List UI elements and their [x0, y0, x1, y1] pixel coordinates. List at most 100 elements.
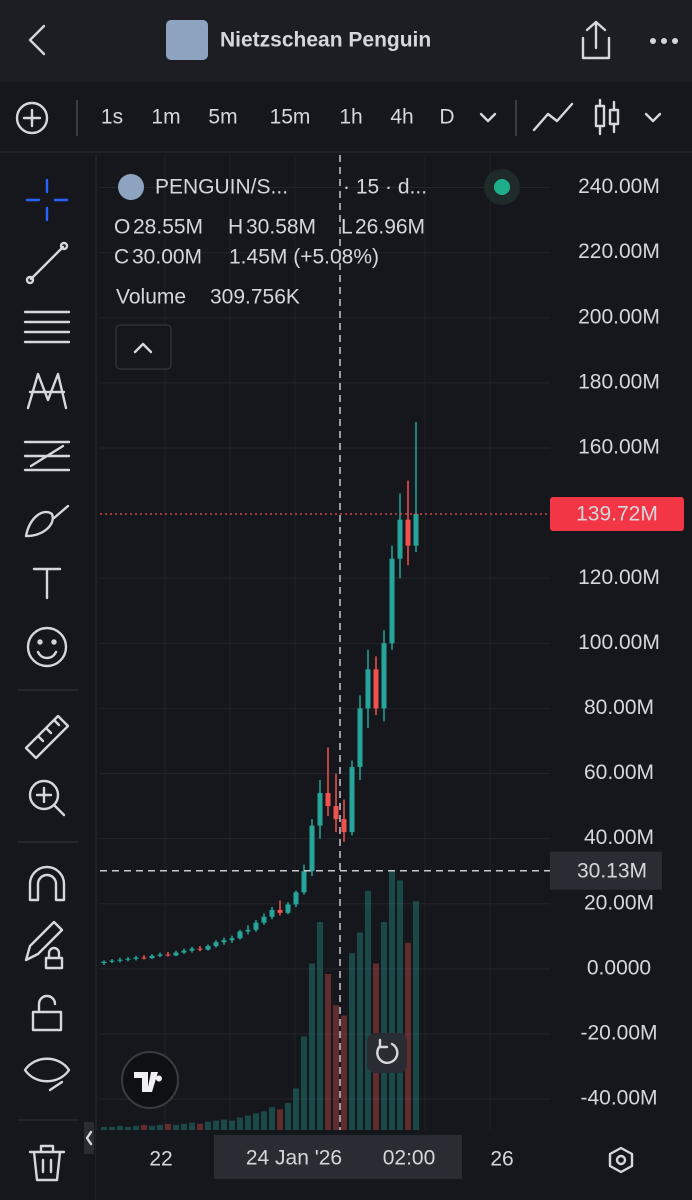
- crosshair-time-tag: [214, 1135, 462, 1179]
- candle-body: [173, 952, 179, 956]
- timeframe-button[interactable]: 1h: [339, 106, 362, 129]
- more-timeframes[interactable]: [479, 112, 497, 123]
- volume-bar: [413, 901, 419, 1130]
- high-key: H: [228, 216, 243, 239]
- candle-body: [261, 916, 267, 923]
- y-tick-label: 40.00M: [584, 826, 654, 849]
- last-price-tag: [550, 497, 684, 532]
- volume-bar: [389, 870, 395, 1130]
- brush-tool[interactable]: [24, 504, 70, 538]
- candle-body: [341, 819, 347, 833]
- low-value: 26.96M: [355, 216, 425, 239]
- timeframe-button[interactable]: 1s: [101, 106, 123, 129]
- last-price-label: 139.72M: [576, 503, 658, 526]
- volume-bar: [317, 922, 323, 1130]
- volume-bar: [213, 1120, 219, 1130]
- volume-bar: [325, 974, 331, 1130]
- candle-chart-button[interactable]: [594, 98, 620, 136]
- y-tick-label: 0.0000: [587, 956, 651, 979]
- volume-bar: [349, 953, 355, 1130]
- crosshair-tool[interactable]: [25, 178, 69, 222]
- candle-body: [205, 946, 211, 950]
- volume-bar: [253, 1113, 259, 1130]
- share-button[interactable]: [581, 20, 611, 60]
- volume-bar: [101, 1126, 107, 1130]
- candle-body: [125, 958, 131, 960]
- close-key: C: [114, 246, 129, 269]
- menu-button[interactable]: [650, 38, 678, 44]
- volume-bar: [141, 1124, 147, 1130]
- lock-drawings-tool[interactable]: [24, 920, 64, 970]
- unlock-tool[interactable]: [31, 994, 63, 1032]
- reset-icon: [376, 1038, 399, 1065]
- settings-dot: [615, 1154, 627, 1166]
- volume-bar: [181, 1123, 187, 1130]
- candle-body: [373, 669, 379, 709]
- separator: [17, 689, 79, 1121]
- timeframe-button[interactable]: D: [439, 106, 454, 129]
- candle-body: [101, 961, 107, 963]
- candle-body: [381, 643, 387, 709]
- collapse-arrow: [85, 1130, 93, 1146]
- timeframe-button[interactable]: 1m: [151, 106, 180, 129]
- volume-bar: [197, 1123, 203, 1130]
- volume-bar: [245, 1115, 251, 1130]
- candle-body: [229, 938, 235, 941]
- candle-body: [349, 767, 355, 833]
- magnet-tool[interactable]: [28, 865, 66, 902]
- add-indicator[interactable]: [15, 101, 49, 135]
- timeframe-button[interactable]: 15m: [270, 106, 311, 129]
- x-tick-label: 26: [490, 1148, 513, 1171]
- volume-bar: [149, 1125, 155, 1130]
- candle-body: [133, 957, 139, 959]
- toolbar: [0, 82, 692, 152]
- line-chart-button[interactable]: [532, 102, 574, 132]
- candle-body: [365, 669, 371, 709]
- collapse-legend-button[interactable]: [115, 324, 172, 370]
- candle-body: [157, 954, 163, 956]
- chart-type-menu[interactable]: [644, 112, 662, 123]
- x-tick-label: 22: [149, 1148, 172, 1171]
- text-tool[interactable]: [32, 567, 62, 600]
- candle-body: [181, 950, 187, 953]
- back-button[interactable]: [28, 24, 46, 56]
- open-key: O: [114, 216, 130, 239]
- remove-tool[interactable]: [28, 1144, 66, 1182]
- symbol-icon: [118, 174, 144, 200]
- volume-bar: [269, 1107, 275, 1130]
- ruler-tool[interactable]: [24, 714, 70, 760]
- timeframe-button[interactable]: 5m: [208, 106, 237, 129]
- y-tick-label: -40.00M: [580, 1087, 657, 1110]
- lines-tool[interactable]: [23, 310, 71, 344]
- prediction-tool[interactable]: [23, 440, 71, 472]
- y-tick-label: 240.00M: [578, 175, 660, 198]
- close-value: 30.00M: [132, 246, 202, 269]
- candle-body: [285, 904, 291, 913]
- page-title: Nietzschean Penguin: [220, 29, 431, 52]
- reset-button[interactable]: [367, 1033, 407, 1073]
- emoji-tool[interactable]: [26, 626, 68, 668]
- volume-bar: [205, 1121, 211, 1130]
- trend-line-tool[interactable]: [25, 241, 69, 285]
- volume-bar: [221, 1119, 227, 1130]
- settings-button[interactable]: [608, 1146, 634, 1174]
- y-tick-label: 100.00M: [578, 631, 660, 654]
- high-value: 30.58M: [246, 216, 316, 239]
- candle-body: [325, 793, 331, 807]
- candle-body: [293, 892, 299, 905]
- volume-bar: [277, 1109, 283, 1130]
- volume-bar: [173, 1124, 179, 1130]
- volume-bar: [333, 1005, 339, 1130]
- zoom-tool[interactable]: [28, 779, 66, 817]
- crosshair-date: 24 Jan '26: [246, 1147, 342, 1170]
- volume-bar: [381, 922, 387, 1130]
- volume-bar: [109, 1126, 115, 1130]
- pattern-tool[interactable]: [26, 372, 68, 410]
- timeframe-button[interactable]: 4h: [390, 106, 413, 129]
- collapse-handle[interactable]: [84, 1122, 94, 1154]
- volume-bar: [157, 1124, 163, 1130]
- candle-body: [397, 519, 403, 559]
- hide-tool[interactable]: [23, 1057, 71, 1092]
- volume-bar: [125, 1126, 131, 1130]
